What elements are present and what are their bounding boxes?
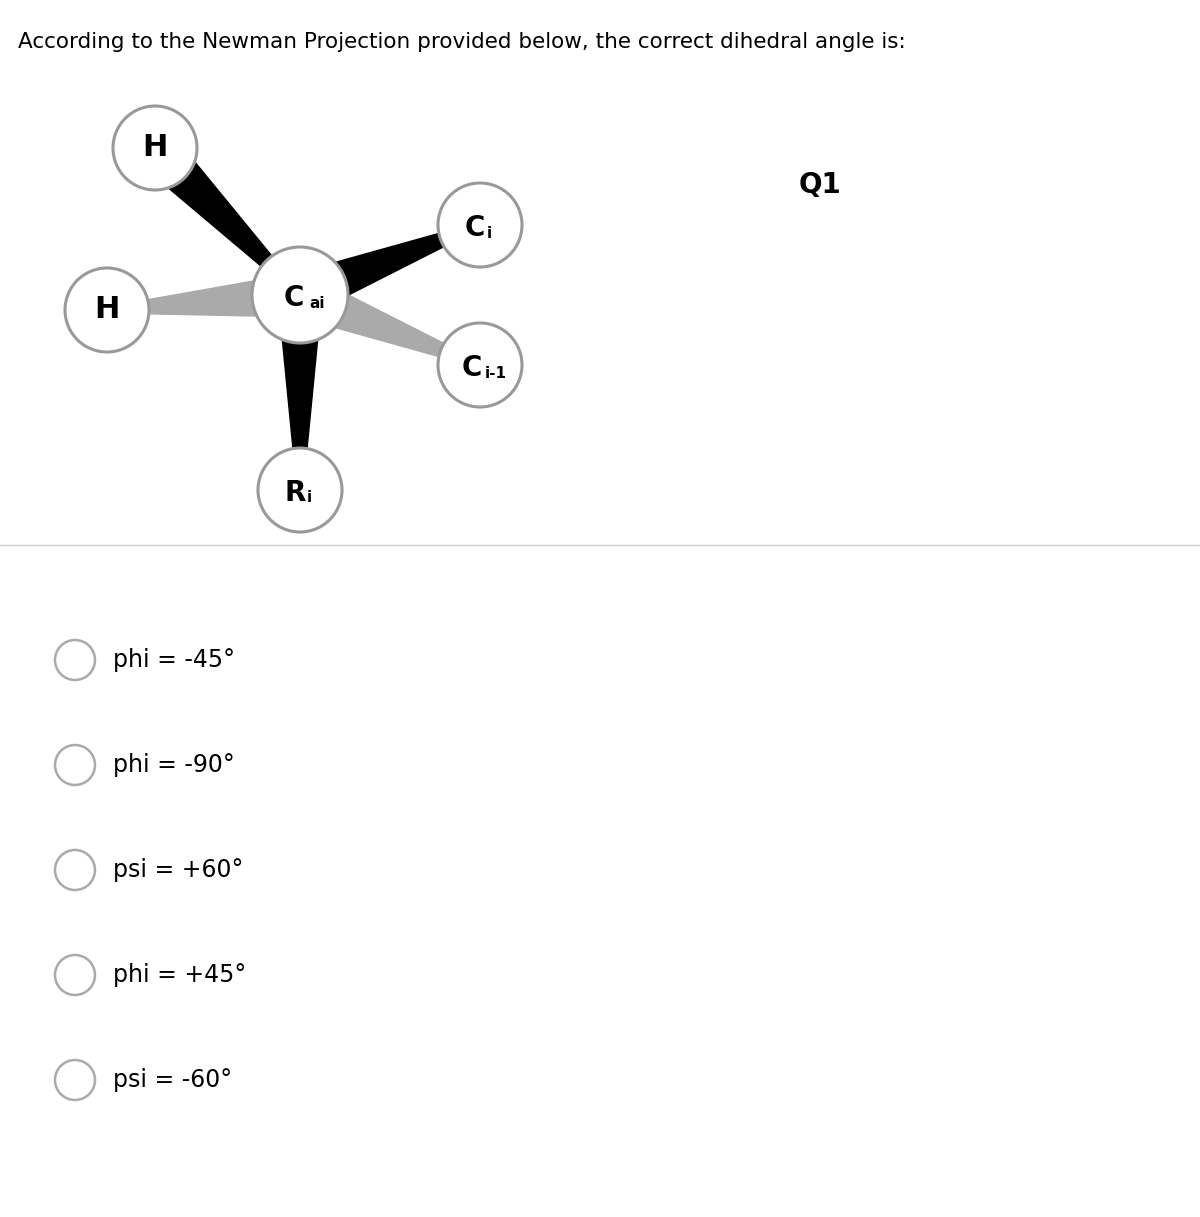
Circle shape — [65, 268, 149, 352]
Polygon shape — [292, 275, 481, 368]
Text: H: H — [95, 296, 120, 325]
Text: Q1: Q1 — [799, 172, 841, 200]
Text: C: C — [464, 214, 485, 242]
Circle shape — [55, 1060, 95, 1100]
Circle shape — [258, 448, 342, 532]
Circle shape — [55, 955, 95, 996]
Text: ai: ai — [310, 296, 324, 310]
Polygon shape — [278, 295, 322, 490]
Circle shape — [438, 183, 522, 267]
Circle shape — [55, 640, 95, 680]
Polygon shape — [107, 273, 301, 316]
Circle shape — [55, 745, 95, 785]
Circle shape — [438, 323, 522, 406]
Polygon shape — [139, 133, 302, 297]
Text: phi = -45°: phi = -45° — [113, 647, 235, 672]
Text: C: C — [462, 354, 482, 382]
Text: C: C — [284, 284, 304, 312]
Text: psi = +60°: psi = +60° — [113, 858, 244, 882]
Text: i-1: i-1 — [485, 365, 508, 381]
Text: phi = +45°: phi = +45° — [113, 963, 246, 987]
Text: H: H — [143, 134, 168, 163]
Text: R: R — [284, 479, 306, 507]
Text: i: i — [307, 490, 312, 505]
Circle shape — [55, 849, 95, 890]
Text: psi = -60°: psi = -60° — [113, 1069, 232, 1092]
Circle shape — [252, 247, 348, 343]
Circle shape — [113, 106, 197, 190]
Polygon shape — [292, 223, 481, 315]
Text: According to the Newman Projection provided below, the correct dihedral angle is: According to the Newman Projection provi… — [18, 32, 906, 52]
Text: i: i — [487, 225, 492, 241]
Text: phi = -90°: phi = -90° — [113, 753, 235, 776]
